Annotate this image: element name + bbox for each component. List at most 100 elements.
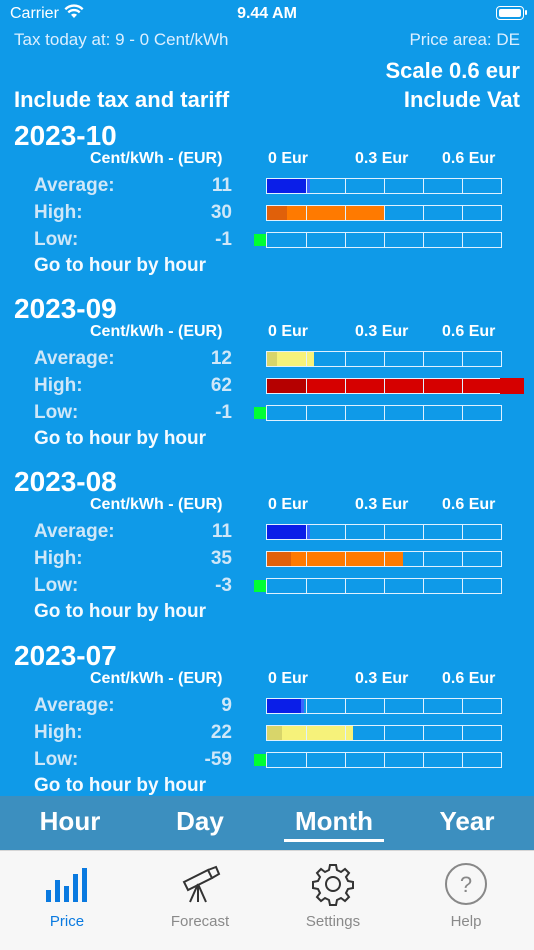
high-row: High: 22 [0,722,534,746]
include-vat-label[interactable]: Include Vat [403,87,520,112]
bar-fill [287,206,384,220]
period-hour[interactable]: Hour [39,806,101,836]
goto-hour-link[interactable]: Go to hour by hour [34,775,207,796]
svg-text:?: ? [460,872,472,897]
average-row: Average: 11 [0,175,534,199]
tab-label: Forecast [170,913,230,930]
negative-marker [254,580,266,592]
row-value: 11 [211,521,232,542]
month-title: 2023-07 [14,640,117,671]
average-row: Average: 11 [0,521,534,545]
row-value: 12 [210,348,232,369]
bar-fill [267,179,307,193]
bar-fill [267,699,301,713]
period-month[interactable]: Month [295,806,373,836]
row-label: High: [34,548,83,569]
row-label: High: [34,202,83,223]
unit-label: Cent/kWh - (EUR) [90,496,223,513]
month-title: 2023-08 [14,466,117,497]
row-label: Low: [34,229,79,250]
goto-hour-link[interactable]: Go to hour by hour [34,601,207,622]
tab-forecast[interactable]: Forecast [150,861,250,930]
price-bar [266,725,502,741]
tab-label: Settings [305,913,361,930]
scale-label-mid: 0.3 Eur [355,496,409,513]
row-value: 30 [210,202,232,223]
row-label: Average: [34,348,115,369]
scale-label-mid: 0.3 Eur [355,150,409,167]
unit-label: Cent/kWh - (EUR) [90,323,223,340]
price-bar [266,205,502,221]
low-row: Low: -59 [0,749,534,773]
row-value: -1 [215,229,232,250]
question-circle-icon: ? [416,861,516,907]
bar-fill-edge [307,179,310,193]
scale-label-0: 0 Eur [268,150,309,167]
tab-help[interactable]: ? Help [416,861,516,930]
row-label: High: [34,375,83,396]
low-row: Low: -3 [0,575,534,599]
row-value: 35 [210,548,232,569]
row-label: Average: [34,521,115,542]
price-bar [266,378,502,394]
row-value: 62 [210,375,232,396]
price-bar [266,752,502,768]
goto-hour-link[interactable]: Go to hour by hour [34,255,207,276]
period-year[interactable]: Year [439,806,495,836]
month-block: 2023-09 Cent/kWh - (EUR) 0 Eur 0.3 Eur 0… [0,293,534,463]
scale-label-mid: 0.3 Eur [355,670,409,687]
bar-fill-edge [307,525,310,539]
goto-hour-link[interactable]: Go to hour by hour [34,428,207,449]
row-value: 22 [210,722,232,743]
row-label: Low: [34,575,79,596]
scale-label-mid: 0.3 Eur [355,323,409,340]
price-bar [266,351,502,367]
telescope-icon [150,861,250,907]
low-row: Low: -1 [0,402,534,426]
high-row: High: 62 [0,375,534,399]
include-tax-label[interactable]: Include tax and tariff [14,87,230,112]
negative-marker [254,754,266,766]
unit-label: Cent/kWh - (EUR) [90,670,223,687]
month-block: 2023-08 Cent/kWh - (EUR) 0 Eur 0.3 Eur 0… [0,466,534,636]
gear-icon [283,861,383,907]
tax-today-label: Tax today at: 9 - 0 Cent/kWh [14,30,229,49]
price-bar [266,178,502,194]
row-label: High: [34,722,83,743]
average-row: Average: 9 [0,695,534,719]
negative-marker [254,234,266,246]
row-label: Average: [34,695,115,716]
bar-fill-dark [267,552,291,566]
bar-fill [267,525,307,539]
price-bar [266,698,502,714]
tab-label: Price [49,913,85,930]
period-day[interactable]: Day [176,806,224,836]
high-row: High: 30 [0,202,534,226]
bar-fill-dark [267,352,277,366]
row-value: 11 [211,175,232,196]
tab-price[interactable]: Price [17,861,117,930]
bar-fill-edge [301,699,304,713]
price-bar [266,551,502,567]
scale-label-max: 0.6 Eur [442,496,496,513]
bar-chart-icon [17,861,117,907]
price-bar [266,578,502,594]
month-title: 2023-10 [14,120,117,151]
row-value: 9 [221,695,232,716]
row-value: -1 [215,402,232,423]
row-label: Low: [34,749,79,770]
scale-label-0: 0 Eur [268,670,309,687]
price-area-label[interactable]: Price area: DE [409,30,520,49]
bar-fill-dark [267,206,287,220]
average-row: Average: 12 [0,348,534,372]
bar-overflow [500,378,524,394]
tab-label: Help [450,913,482,930]
period-selector: Hour Day Month Year [0,796,534,850]
unit-label: Cent/kWh - (EUR) [90,150,223,167]
row-label: Low: [34,402,79,423]
scale-label[interactable]: Scale 0.6 eur [385,58,520,83]
bar-fill [277,352,314,366]
bar-fill [282,726,353,740]
tab-settings[interactable]: Settings [283,861,383,930]
bar-fill [306,379,501,393]
